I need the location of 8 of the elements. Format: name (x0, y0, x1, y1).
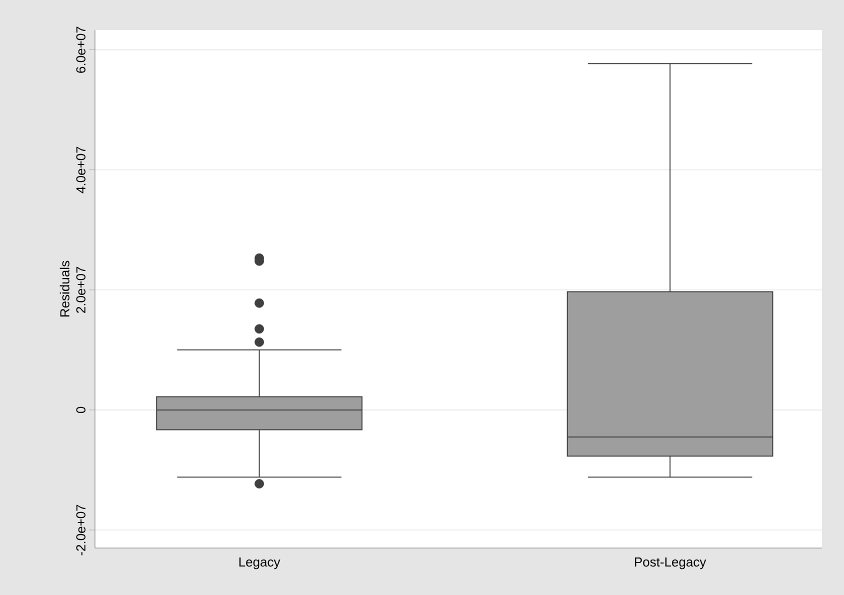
x-tick-label: Post-Legacy (634, 558, 706, 570)
y-tick-label: -2.0e+07 (76, 504, 86, 556)
y-axis-title: Residuals (60, 260, 70, 316)
y-tick-label: 6.0e+07 (76, 26, 86, 73)
y-tick-label: 4.0e+07 (76, 146, 86, 194)
y-tick-label: 0 (76, 406, 86, 414)
y-tick-label: 2.0e+07 (76, 266, 86, 313)
x-tick-label: Legacy (239, 558, 280, 570)
